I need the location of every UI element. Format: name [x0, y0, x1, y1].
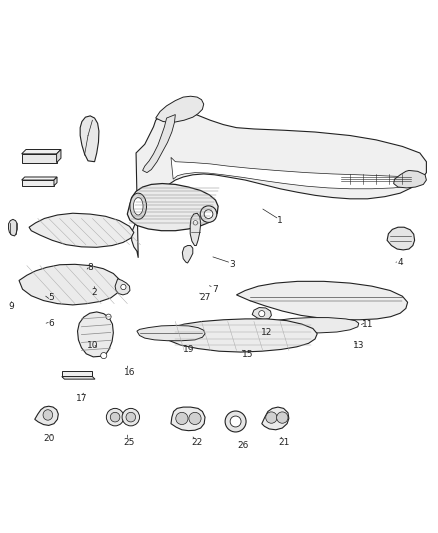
Text: 13: 13	[353, 342, 364, 351]
Ellipse shape	[122, 408, 140, 426]
Text: 11: 11	[362, 320, 373, 329]
Text: 16: 16	[124, 368, 135, 377]
Text: 25: 25	[124, 438, 135, 447]
Polygon shape	[21, 180, 54, 185]
Ellipse shape	[277, 412, 288, 423]
Polygon shape	[161, 319, 317, 352]
Text: 1: 1	[277, 216, 283, 225]
Text: 12: 12	[261, 328, 273, 337]
Polygon shape	[57, 149, 61, 163]
Ellipse shape	[225, 411, 246, 432]
Polygon shape	[182, 246, 193, 263]
Ellipse shape	[130, 193, 147, 220]
Text: 3: 3	[229, 260, 235, 269]
Polygon shape	[252, 308, 272, 320]
Text: 26: 26	[237, 441, 249, 450]
Ellipse shape	[43, 410, 53, 420]
Ellipse shape	[230, 416, 241, 427]
Text: 20: 20	[43, 434, 54, 443]
Ellipse shape	[176, 413, 188, 425]
Polygon shape	[137, 326, 205, 341]
Text: 17: 17	[76, 394, 87, 403]
Text: 6: 6	[48, 319, 54, 328]
Polygon shape	[190, 213, 201, 246]
Ellipse shape	[110, 413, 120, 422]
Polygon shape	[258, 318, 359, 333]
Polygon shape	[62, 372, 92, 376]
Polygon shape	[262, 407, 289, 430]
Text: 10: 10	[87, 341, 98, 350]
Polygon shape	[171, 407, 205, 431]
Text: 19: 19	[183, 345, 194, 354]
Text: 2: 2	[92, 288, 97, 297]
Text: 4: 4	[397, 257, 403, 266]
Polygon shape	[35, 406, 58, 425]
Polygon shape	[115, 279, 130, 295]
Ellipse shape	[193, 221, 198, 225]
Ellipse shape	[106, 408, 124, 426]
Polygon shape	[143, 115, 175, 173]
Polygon shape	[237, 281, 408, 320]
Polygon shape	[21, 154, 57, 163]
Text: 15: 15	[242, 350, 253, 359]
Ellipse shape	[121, 285, 126, 289]
Ellipse shape	[101, 352, 107, 359]
Polygon shape	[171, 157, 420, 189]
Ellipse shape	[106, 314, 111, 319]
Text: 8: 8	[87, 263, 93, 272]
Polygon shape	[80, 116, 99, 161]
Ellipse shape	[126, 413, 136, 422]
Text: 7: 7	[212, 285, 218, 294]
Text: 9: 9	[9, 302, 14, 311]
Ellipse shape	[189, 413, 201, 425]
Polygon shape	[54, 177, 57, 185]
Text: 22: 22	[191, 438, 203, 447]
Text: 27: 27	[199, 293, 211, 302]
Ellipse shape	[200, 206, 217, 222]
Polygon shape	[19, 264, 121, 305]
Ellipse shape	[204, 210, 213, 219]
Polygon shape	[9, 220, 17, 236]
Text: 21: 21	[279, 438, 290, 447]
Ellipse shape	[134, 198, 143, 215]
Polygon shape	[62, 376, 95, 379]
Text: 5: 5	[48, 294, 54, 302]
Ellipse shape	[266, 412, 277, 423]
Polygon shape	[21, 149, 61, 154]
Ellipse shape	[259, 311, 265, 317]
Polygon shape	[155, 96, 204, 123]
Polygon shape	[387, 227, 415, 250]
Polygon shape	[21, 177, 57, 180]
Polygon shape	[29, 213, 134, 247]
Polygon shape	[127, 183, 218, 231]
Polygon shape	[132, 110, 426, 258]
Polygon shape	[394, 171, 426, 188]
Polygon shape	[78, 312, 113, 357]
